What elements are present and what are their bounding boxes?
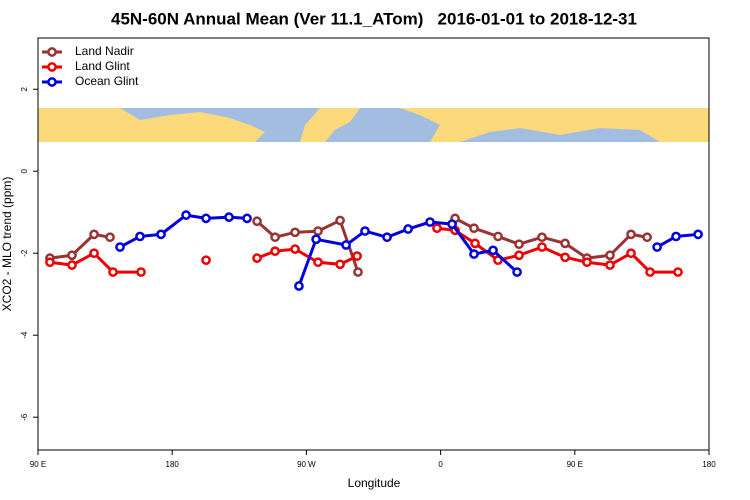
data-point (224, 212, 234, 222)
data-point (382, 232, 392, 243)
y-tick-label: -6 (20, 413, 29, 421)
data-point (432, 223, 442, 234)
data-point (493, 231, 503, 242)
data-point (45, 257, 55, 268)
data-point (425, 217, 435, 227)
x-tick-label: 90 E (567, 460, 583, 469)
y-tick-label: -2 (20, 249, 29, 257)
data-point (469, 249, 479, 259)
series (45, 223, 683, 277)
map-land (38, 108, 265, 142)
data-point (252, 216, 262, 227)
data-point (252, 253, 262, 263)
data-point (514, 239, 524, 250)
data-point (242, 213, 252, 224)
x-axis-label: Longitude (348, 476, 401, 490)
data-point (108, 267, 118, 277)
data-point (360, 226, 370, 236)
data-point (270, 232, 280, 243)
data-point (135, 231, 145, 242)
y-tick-label: -4 (20, 331, 29, 339)
data-point (671, 231, 681, 242)
plot-frame (37, 37, 710, 451)
data-point (156, 229, 166, 240)
data-point (201, 255, 211, 266)
x-tick-label: 0 (438, 460, 443, 469)
data-point (311, 234, 321, 245)
data-point (673, 267, 683, 277)
data-point (512, 267, 522, 277)
data-point (294, 281, 304, 291)
data-point (89, 229, 99, 240)
data-point (335, 259, 345, 270)
map-strip (38, 108, 709, 142)
data-point (626, 248, 636, 259)
data-point (514, 250, 524, 261)
data-point (290, 244, 300, 254)
series-line (49, 232, 111, 260)
data-point (488, 245, 498, 256)
data-point (652, 242, 662, 252)
x-tick-label: 180 (702, 460, 716, 469)
data-point (560, 238, 570, 249)
data-point (447, 219, 457, 229)
data-point (605, 260, 615, 270)
x-tick-label: 180 (166, 460, 180, 469)
data-point (560, 252, 570, 263)
legend-label: Land Nadir (75, 44, 134, 58)
legend-marker (47, 47, 57, 57)
data-point (290, 227, 300, 238)
data-point (470, 238, 480, 249)
legend-label: Land Glint (75, 59, 130, 73)
x-tick-label: 90 W (297, 460, 316, 469)
data-point (270, 246, 280, 257)
data-point (341, 240, 351, 250)
data-point (403, 224, 413, 234)
data-point (537, 242, 547, 252)
legend-marker (47, 62, 57, 72)
series (45, 213, 652, 277)
map-land (575, 108, 655, 118)
legend-label: Ocean Glint (75, 74, 139, 88)
series (115, 210, 703, 291)
y-tick-label: 0 (20, 168, 29, 173)
data-point (89, 248, 99, 259)
data-point (201, 213, 211, 224)
data-point (105, 232, 115, 243)
data-point (537, 232, 547, 243)
data-point (642, 232, 652, 243)
data-point (582, 257, 592, 268)
data-point (469, 223, 479, 234)
x-tick-label: 90 E (30, 460, 46, 469)
data-point (181, 210, 191, 220)
series-line (454, 217, 648, 260)
chart-title: 45N-60N Annual Mean (Ver 11.1_ATom) 2016… (111, 9, 637, 28)
data-point (335, 215, 345, 226)
data-point (645, 267, 655, 277)
data-point (313, 226, 323, 236)
data-point (353, 267, 363, 277)
data-point (67, 250, 77, 261)
data-point (313, 257, 323, 268)
data-point (136, 267, 146, 277)
data-point (626, 229, 636, 240)
data-point (352, 251, 362, 261)
data-point (67, 260, 77, 270)
data-point (693, 229, 703, 240)
legend-marker (47, 77, 57, 87)
y-tick-label: 2 (20, 86, 29, 91)
y-axis-label: XCO2 - MLO trend (ppm) (0, 177, 14, 312)
data-point (605, 250, 615, 261)
data-point (115, 242, 125, 252)
map-land (300, 108, 360, 142)
